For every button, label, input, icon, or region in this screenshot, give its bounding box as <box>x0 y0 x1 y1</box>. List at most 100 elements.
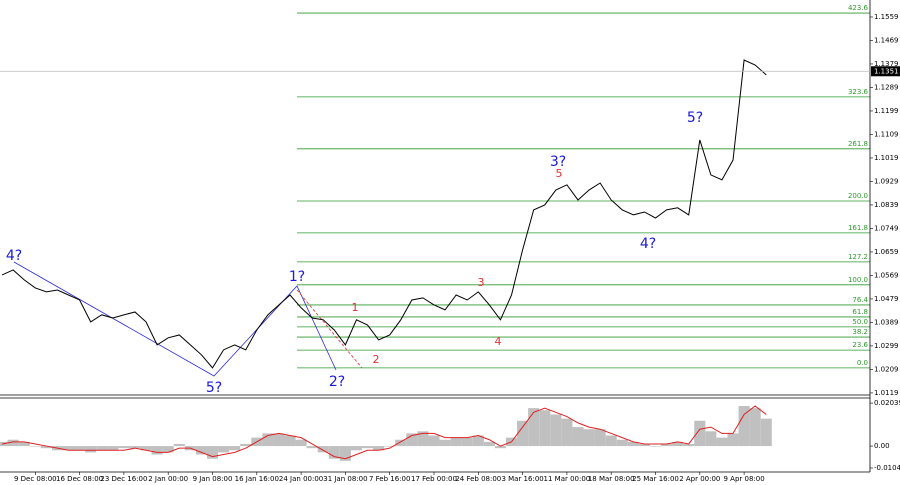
x-tick-label: 24 Feb 08:00 <box>455 475 501 483</box>
osc-bar <box>483 441 495 447</box>
osc-bar <box>494 446 506 449</box>
osc-bar <box>195 446 207 455</box>
wave-label: 3? <box>550 154 566 170</box>
x-tick-label: 11 Mar 00:00 <box>544 475 591 483</box>
x-tick-label: 16 Dec 08:00 <box>56 475 103 483</box>
osc-bar <box>362 446 374 449</box>
osc-bar <box>384 446 396 447</box>
osc-bar <box>694 420 706 447</box>
osc-bar <box>317 446 329 453</box>
x-tick-label: 3 Mar 16:00 <box>501 475 543 483</box>
osc-bar <box>85 446 97 453</box>
y-tick-label: 1.1199 <box>874 107 899 115</box>
y-tick-label: 1.0209 <box>874 365 899 373</box>
fib-label: 261.8 <box>848 140 868 148</box>
osc-bar <box>539 410 551 447</box>
osc-bar <box>18 441 30 447</box>
fib-label: 200.0 <box>848 192 868 200</box>
osc-bar <box>594 429 606 447</box>
fib-label: 100.0 <box>848 276 868 284</box>
y-tick-label: 1.0299 <box>874 342 899 350</box>
osc-bar <box>760 418 772 447</box>
wave-label: 3 <box>478 276 485 289</box>
oscillator-group: 0.02039 0.00 -0.0104 <box>0 399 900 472</box>
osc-bar <box>62 446 75 451</box>
osc-bar <box>162 446 174 453</box>
osc-bar <box>417 431 429 447</box>
osc-bar <box>118 446 130 449</box>
fib-label: 23.6 <box>852 341 868 349</box>
osc-bar <box>74 446 86 451</box>
osc-bar <box>140 446 152 451</box>
osc-bar <box>107 446 119 451</box>
osc-bar <box>517 420 529 447</box>
osc-bar <box>395 439 407 447</box>
osc-signal-line <box>1 405 767 460</box>
y-tick-label: 1.0749 <box>874 224 899 232</box>
x-tick-label: 9 Dec 08:00 <box>14 475 57 483</box>
osc-bar <box>373 446 385 451</box>
price-group <box>1 59 767 369</box>
osc-bar <box>273 433 285 447</box>
x-tick-label: 7 Feb 16:00 <box>369 475 410 483</box>
price-line <box>1 59 767 369</box>
osc-bar <box>550 414 562 447</box>
osc-bar <box>738 406 750 447</box>
wave-label: 4 <box>495 335 502 348</box>
osc-bar <box>328 446 340 459</box>
y-tick-label: 1.0659 <box>874 248 899 256</box>
wave-label: 2? <box>329 374 345 390</box>
wave-label: 2 <box>373 353 380 366</box>
osc-y-tick-label: 0.00 <box>874 442 890 450</box>
osc-bar <box>29 446 41 447</box>
osc-bar <box>583 429 595 447</box>
osc-bar <box>705 431 717 447</box>
fib-label: 38.2 <box>852 328 868 336</box>
osc-bar <box>528 408 540 447</box>
y-tick-label: 1.0839 <box>874 201 899 209</box>
fib-label: 423.6 <box>848 4 869 12</box>
fib-group: 423.6323.6261.8200.0161.8127.2100.076.46… <box>297 4 870 369</box>
x-tick-label: 2 Apr 00:00 <box>679 475 720 483</box>
osc-bar <box>649 446 662 447</box>
wave-label: 1? <box>289 269 305 285</box>
osc-bar <box>295 439 307 447</box>
osc-bar <box>284 435 296 447</box>
wave-label: 5? <box>687 110 703 126</box>
x-tick-label: 31 Jan 08:00 <box>323 475 367 483</box>
osc-y-tick-label: -0.0104 <box>874 464 900 472</box>
wave-lines <box>13 261 363 377</box>
osc-bar <box>129 446 141 449</box>
fib-label: 50.0 <box>852 318 868 326</box>
osc-bar <box>96 446 108 451</box>
y-tick-label: 1.1109 <box>874 130 899 138</box>
x-tick-label: 2 Jan 00:00 <box>148 475 188 483</box>
x-tick-label: 9 Jan 08:00 <box>193 475 233 483</box>
fib-label: 76.4 <box>852 296 868 304</box>
osc-bar <box>339 446 351 461</box>
y-tick-label: 1.1379 <box>874 60 899 68</box>
annotation-group: 4? 5? 1? 2? 3? 4? 5? 1 2 3 4 5 <box>6 110 703 396</box>
y-tick-label: 1.0119 <box>874 389 899 397</box>
osc-y-tick-label: 0.02039 <box>874 399 900 407</box>
osc-bar <box>627 441 639 447</box>
osc-bar <box>749 408 761 447</box>
osc-bar <box>7 439 19 447</box>
osc-bar <box>672 441 684 447</box>
wave-label: 5? <box>206 380 222 396</box>
y-tick-label: 1.1019 <box>874 154 899 162</box>
wave-line <box>13 261 337 377</box>
x-tick-label: 25 Mar 16:00 <box>632 475 679 483</box>
wave-label: 4? <box>6 248 22 264</box>
fib-label: 61.8 <box>852 308 868 316</box>
osc-bar <box>350 446 363 451</box>
wave-line-dashed <box>296 289 363 369</box>
osc-bar <box>206 446 219 459</box>
x-tick-label: 23 Dec 16:00 <box>100 475 147 483</box>
osc-bar <box>461 437 473 447</box>
fib-label: 161.8 <box>848 224 868 232</box>
osc-bar <box>572 427 584 447</box>
osc-bar <box>472 435 484 447</box>
